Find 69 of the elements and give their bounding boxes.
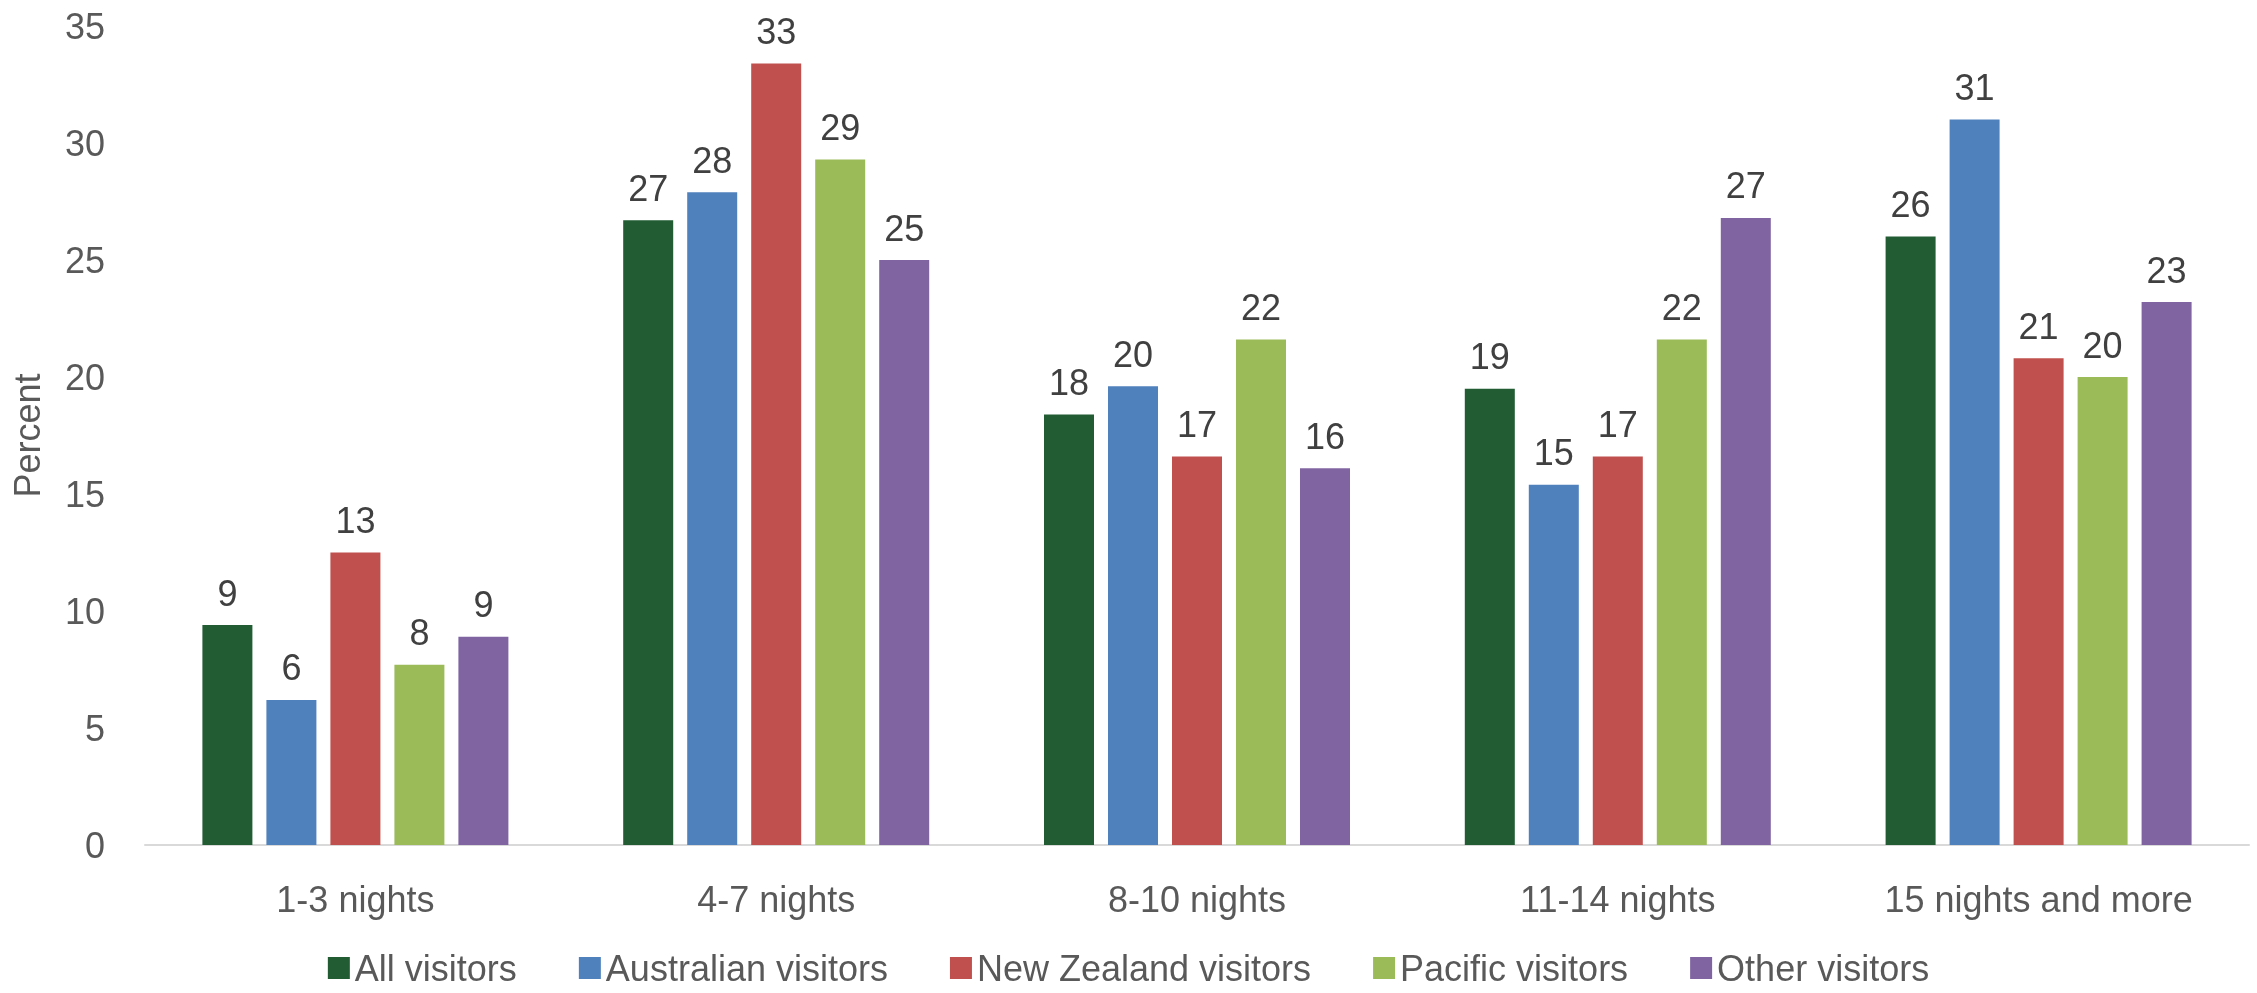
bar	[1172, 456, 1222, 845]
legend-label: Pacific visitors	[1400, 947, 1629, 989]
y-tick-label: 25	[64, 239, 105, 281]
data-label: 23	[2146, 249, 2187, 291]
legend-label: Australian visitors	[605, 947, 888, 989]
bar	[751, 63, 802, 845]
y-tick-label: 35	[64, 5, 105, 47]
bar	[394, 664, 445, 845]
x-tick-label: 11-14 nights	[1520, 878, 1716, 920]
data-label: 22	[1240, 287, 1282, 329]
data-label: 16	[1304, 415, 1346, 457]
y-axis-title: Percent	[6, 373, 48, 498]
data-label: 21	[2018, 305, 2059, 347]
data-label: 17	[1597, 404, 1638, 446]
y-tick-label: 15	[64, 473, 105, 515]
data-label: 28	[692, 139, 733, 181]
x-tick-label: 4-7 nights	[697, 878, 856, 920]
bar	[1528, 484, 1579, 845]
bar	[1592, 456, 1643, 845]
data-label: 20	[1112, 333, 1154, 375]
bar	[1108, 386, 1158, 845]
bar	[687, 192, 738, 845]
bar	[330, 552, 381, 845]
data-label: 27	[1725, 165, 1766, 207]
data-label: 22	[1661, 287, 1702, 329]
y-tick-label: 0	[84, 824, 105, 866]
data-label: 25	[884, 207, 925, 249]
data-label: 8	[409, 612, 430, 654]
data-label: 9	[217, 572, 238, 614]
bar	[1720, 217, 1771, 845]
data-label: 29	[820, 106, 861, 148]
bar	[2077, 377, 2128, 845]
bar	[2013, 358, 2064, 845]
bar	[1949, 119, 2000, 845]
y-tick-label: 20	[64, 356, 105, 398]
bar	[879, 260, 930, 845]
y-tick-label: 5	[84, 707, 105, 749]
data-label: 33	[756, 10, 797, 52]
data-label: 9	[473, 584, 494, 626]
x-tick-label: 15 nights and more	[1884, 878, 2193, 920]
data-label: 19	[1469, 336, 1510, 378]
y-tick-label: 10	[64, 590, 105, 632]
bar	[1300, 468, 1350, 845]
x-tick-label: 8-10 nights	[1107, 878, 1287, 920]
x-tick-label: 1-3 nights	[276, 878, 435, 920]
data-label: 18	[1048, 361, 1090, 403]
data-label: 15	[1533, 432, 1574, 474]
data-label: 20	[2082, 324, 2123, 366]
data-label: 26	[1890, 184, 1931, 226]
bar	[815, 159, 866, 845]
y-tick-label: 30	[64, 122, 105, 164]
data-label: 27	[628, 167, 669, 209]
bar	[1656, 339, 1707, 845]
bar	[1236, 339, 1286, 845]
legend-label: New Zealand visitors	[976, 947, 1312, 989]
data-label: 6	[281, 647, 302, 689]
data-label: 13	[335, 500, 376, 541]
bar	[266, 699, 317, 845]
data-label: 31	[1954, 67, 1995, 109]
bar	[458, 636, 509, 845]
bar	[2141, 302, 2192, 845]
legend-label: All visitors	[354, 947, 517, 989]
bar	[623, 220, 674, 845]
bar	[1044, 414, 1094, 845]
bar	[1464, 388, 1515, 845]
legend-label: Other visitors	[1717, 947, 1930, 989]
bar	[1885, 236, 1936, 845]
data-label: 17	[1176, 404, 1218, 446]
bar	[202, 625, 253, 845]
